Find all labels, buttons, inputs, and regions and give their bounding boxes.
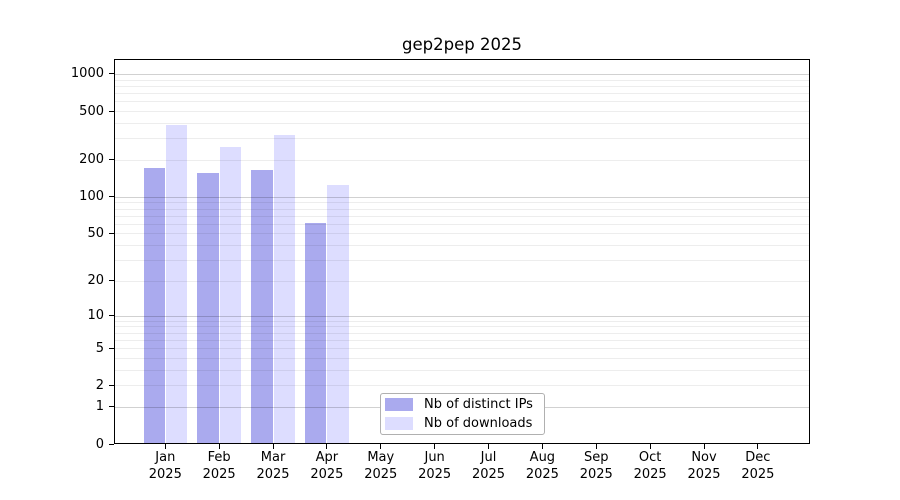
x-axis-tick xyxy=(488,444,490,449)
x-tick-month: Jan xyxy=(155,450,176,465)
bar-downloads-feb xyxy=(219,147,241,444)
gridline-major xyxy=(115,73,809,75)
y-axis-tick xyxy=(109,110,114,112)
legend-label-distinct-ips: Nb of distinct IPs xyxy=(424,396,533,412)
y-tick-label: 10 xyxy=(87,308,104,324)
x-axis-tick xyxy=(703,444,705,449)
legend-label-downloads: Nb of downloads xyxy=(424,416,533,432)
x-tick-year: 2025 xyxy=(418,466,452,482)
legend-swatch-distinct-ips-icon xyxy=(385,397,413,411)
x-tick-label: Dec 2025 xyxy=(718,450,798,483)
legend-item-downloads: Nb of downloads xyxy=(385,416,540,433)
bar-distinct-ips-apr xyxy=(305,222,327,444)
bar-downloads-apr xyxy=(327,184,349,444)
legend-item-distinct-ips: Nb of distinct IPs xyxy=(385,396,540,413)
x-axis-tick xyxy=(326,444,328,449)
y-axis-tick xyxy=(109,384,114,386)
x-tick-label: Oct 2025 xyxy=(610,450,690,483)
x-tick-year: 2025 xyxy=(310,466,344,482)
bar-downloads-mar xyxy=(273,134,295,444)
x-tick-month: Sep xyxy=(583,450,609,465)
x-tick-month: May xyxy=(367,450,395,465)
gridline-minor xyxy=(115,93,809,95)
chart-title: gep2pep 2025 xyxy=(402,35,522,54)
x-axis-tick xyxy=(272,444,274,449)
x-axis-tick xyxy=(541,444,543,449)
x-axis-tick xyxy=(218,444,220,449)
x-tick-label: Feb 2025 xyxy=(179,450,259,483)
x-tick-month: Apr xyxy=(315,450,339,465)
gridline-minor xyxy=(115,101,809,103)
y-tick-label: 500 xyxy=(79,103,104,119)
x-tick-label: Apr 2025 xyxy=(287,450,367,483)
gridline-minor xyxy=(115,122,809,124)
y-axis-tick xyxy=(109,280,114,282)
x-tick-label: Jun 2025 xyxy=(395,450,475,483)
gridline-minor xyxy=(115,111,809,113)
y-tick-label: 5 xyxy=(95,340,104,356)
gridline-minor xyxy=(115,138,809,140)
x-axis-tick xyxy=(380,444,382,449)
x-axis-tick xyxy=(434,444,436,449)
y-axis-tick xyxy=(109,232,114,234)
x-tick-year: 2025 xyxy=(741,466,775,482)
x-tick-year: 2025 xyxy=(471,466,506,482)
y-tick-label: 50 xyxy=(87,225,104,241)
x-tick-label: Sep 2025 xyxy=(556,450,636,483)
gridline-minor xyxy=(115,79,809,81)
y-tick-label: 20 xyxy=(87,273,104,289)
legend-swatch-downloads-icon xyxy=(385,417,413,431)
x-tick-year: 2025 xyxy=(687,466,721,482)
x-axis-tick xyxy=(649,444,651,449)
y-axis-tick xyxy=(109,406,114,408)
gridline-minor xyxy=(115,85,809,87)
y-tick-label: 100 xyxy=(79,189,104,205)
x-tick-month: Aug xyxy=(529,450,556,465)
x-tick-month: Nov xyxy=(691,450,717,465)
bar-distinct-ips-mar xyxy=(251,169,273,444)
legend: Nb of distinct IPs Nb of downloads xyxy=(380,393,545,435)
x-tick-year: 2025 xyxy=(633,466,667,482)
y-axis-tick xyxy=(109,443,114,445)
x-tick-year: 2025 xyxy=(525,466,559,482)
y-tick-label: 0 xyxy=(95,436,104,452)
y-tick-label: 200 xyxy=(79,152,104,168)
x-axis-tick xyxy=(595,444,597,449)
x-tick-year: 2025 xyxy=(579,466,613,482)
x-tick-label: Jul 2025 xyxy=(449,450,529,483)
y-axis-tick xyxy=(109,315,114,317)
x-tick-month: Jun xyxy=(424,450,445,465)
x-tick-year: 2025 xyxy=(364,466,398,482)
y-tick-label: 1000 xyxy=(70,66,104,82)
x-axis-tick xyxy=(164,444,166,449)
x-tick-label: Nov 2025 xyxy=(664,450,744,483)
y-axis-tick xyxy=(109,73,114,75)
bar-distinct-ips-jan xyxy=(143,167,165,444)
bar-downloads-jan xyxy=(165,124,188,444)
y-axis-tick xyxy=(109,159,114,161)
x-axis-tick xyxy=(757,444,759,449)
plot-area: 0 1 2 5 10 20 50 100 200 500 1000 Jan 2025 Feb 2025 Mar… xyxy=(71,59,810,482)
y-axis-tick xyxy=(109,196,114,198)
x-tick-year: 2025 xyxy=(256,466,290,482)
x-tick-year: 2025 xyxy=(202,466,236,482)
x-tick-label: Aug 2025 xyxy=(502,450,582,483)
y-axis-tick xyxy=(109,347,114,349)
x-tick-month: Feb xyxy=(207,450,231,465)
x-tick-month: Jul xyxy=(480,450,497,465)
x-tick-label: Mar 2025 xyxy=(233,450,313,483)
y-tick-label: 1 xyxy=(95,399,104,415)
x-tick-month: Dec xyxy=(745,450,771,465)
x-tick-month: Mar xyxy=(260,450,286,465)
x-tick-label: Jan 2025 xyxy=(125,450,205,483)
x-tick-month: Oct xyxy=(638,450,662,465)
y-tick-label: 2 xyxy=(95,377,104,393)
x-tick-label: May 2025 xyxy=(341,450,421,483)
x-tick-year: 2025 xyxy=(148,466,182,482)
bar-distinct-ips-feb xyxy=(197,173,219,444)
